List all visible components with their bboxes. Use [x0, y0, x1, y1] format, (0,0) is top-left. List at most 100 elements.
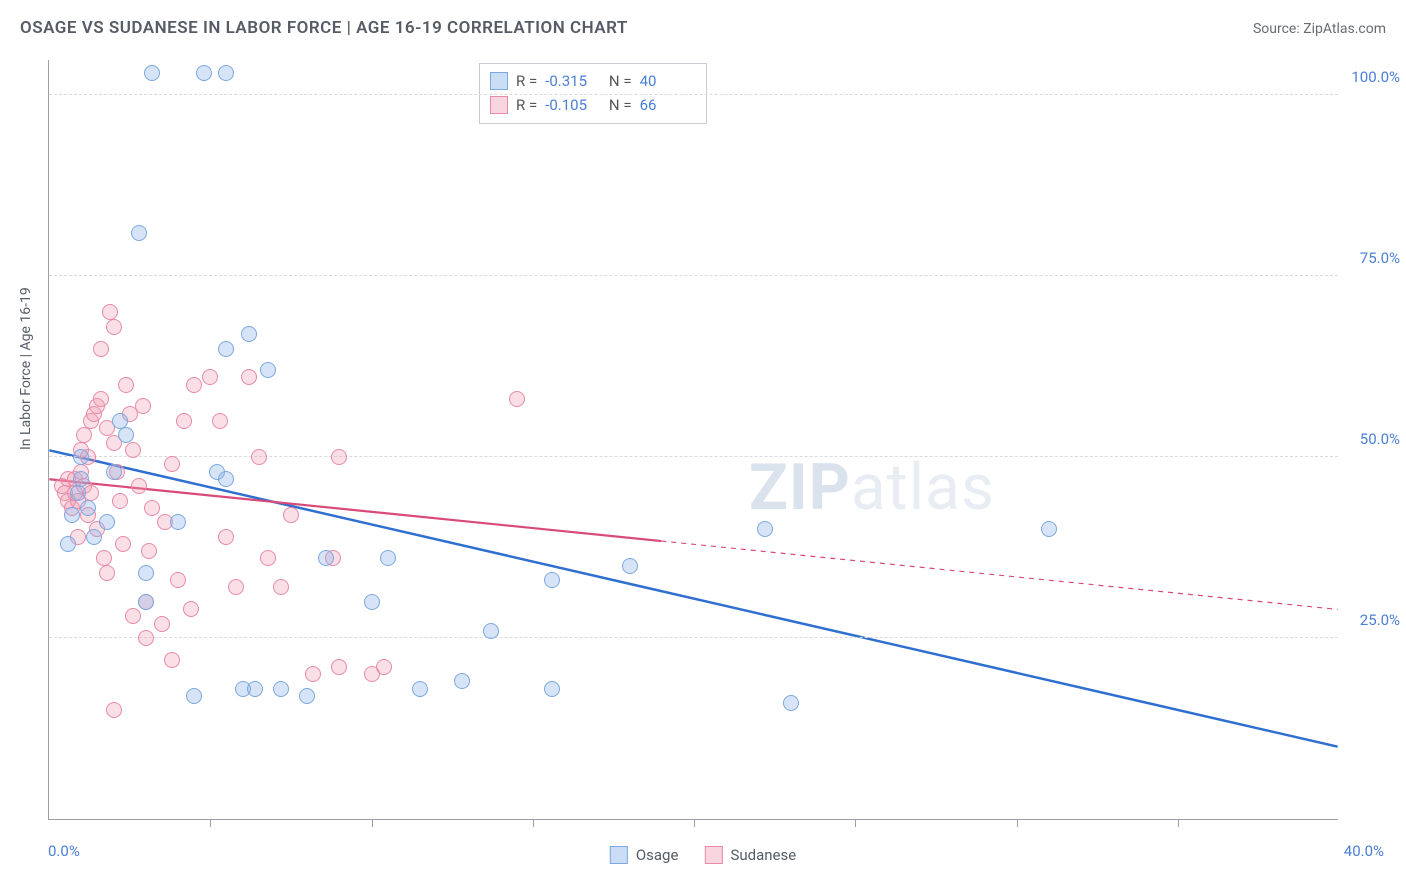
scatter-point-sudanese: [164, 652, 180, 668]
stat-n-value: 66: [640, 93, 692, 117]
x-tick: [372, 819, 373, 827]
scatter-point-sudanese: [170, 572, 186, 588]
stat-r-label: R =: [516, 93, 537, 117]
gridline-h: [49, 637, 1338, 638]
scatter-point-osage: [138, 594, 154, 610]
scatter-point-osage: [412, 681, 428, 697]
scatter-point-osage: [483, 623, 499, 639]
scatter-point-sudanese: [260, 550, 276, 566]
y-axis-label: In Labor Force | Age 16-19: [18, 287, 34, 450]
scatter-point-sudanese: [283, 507, 299, 523]
scatter-point-sudanese: [186, 377, 202, 393]
legend-swatch: [610, 846, 628, 864]
gridline-h: [49, 94, 1338, 95]
chart-title: OSAGE VS SUDANESE IN LABOR FORCE | AGE 1…: [20, 18, 628, 38]
scatter-point-osage: [64, 507, 80, 523]
scatter-point-sudanese: [331, 659, 347, 675]
scatter-point-osage: [70, 485, 86, 501]
x-tick: [533, 819, 534, 827]
scatter-point-osage: [218, 471, 234, 487]
scatter-point-osage: [170, 514, 186, 530]
stat-r-label: R =: [516, 69, 537, 93]
scatter-point-sudanese: [273, 579, 289, 595]
scatter-point-sudanese: [99, 565, 115, 581]
bottom-legend: OsageSudanese: [610, 846, 796, 864]
scatter-point-sudanese: [144, 500, 160, 516]
scatter-point-osage: [86, 529, 102, 545]
scatter-point-sudanese: [112, 493, 128, 509]
scatter-point-sudanese: [376, 659, 392, 675]
scatter-point-osage: [196, 65, 212, 81]
scatter-point-sudanese: [241, 369, 257, 385]
scatter-point-osage: [138, 565, 154, 581]
source-label: Source: ZipAtlas.com: [1253, 21, 1386, 37]
x-tick: [855, 819, 856, 827]
scatter-point-sudanese: [305, 666, 321, 682]
scatter-point-sudanese: [93, 391, 109, 407]
scatter-point-sudanese: [218, 529, 234, 545]
scatter-point-sudanese: [164, 456, 180, 472]
scatter-point-osage: [380, 550, 396, 566]
scatter-point-sudanese: [118, 377, 134, 393]
scatter-point-sudanese: [141, 543, 157, 559]
x-tick: [1017, 819, 1018, 827]
scatter-point-sudanese: [125, 442, 141, 458]
scatter-point-sudanese: [202, 369, 218, 385]
legend-swatch: [490, 72, 508, 90]
stat-n-label: N =: [605, 93, 631, 117]
scatter-point-osage: [544, 681, 560, 697]
y-tick-label: 75.0%: [1360, 249, 1400, 267]
scatter-point-sudanese: [106, 319, 122, 335]
scatter-point-osage: [218, 341, 234, 357]
scatter-point-osage: [99, 514, 115, 530]
y-tick-label: 100.0%: [1351, 68, 1400, 86]
scatter-point-osage: [757, 521, 773, 537]
scatter-point-osage: [273, 681, 289, 697]
x-axis-max-label: 40.0%: [1344, 842, 1384, 860]
legend-swatch: [490, 96, 508, 114]
plot-area: ZIPatlas R = -0.315 N = 40R = -0.105 N =…: [48, 60, 1338, 820]
scatter-point-osage: [622, 558, 638, 574]
scatter-point-osage: [73, 449, 89, 465]
scatter-point-osage: [73, 471, 89, 487]
scatter-point-sudanese: [138, 630, 154, 646]
legend-item: Sudanese: [704, 846, 796, 864]
stat-n-value: 40: [640, 69, 692, 93]
scatter-point-osage: [241, 326, 257, 342]
trendline-dashed-sudanese: [661, 541, 1337, 609]
scatter-point-osage: [1041, 521, 1057, 537]
x-tick: [694, 819, 695, 827]
scatter-point-sudanese: [135, 398, 151, 414]
scatter-point-sudanese: [251, 449, 267, 465]
scatter-point-sudanese: [125, 608, 141, 624]
scatter-point-osage: [247, 681, 263, 697]
scatter-point-sudanese: [115, 536, 131, 552]
legend-swatch: [704, 846, 722, 864]
scatter-point-osage: [80, 500, 96, 516]
x-tick: [1178, 819, 1179, 827]
scatter-point-osage: [318, 550, 334, 566]
scatter-point-sudanese: [102, 304, 118, 320]
scatter-point-sudanese: [96, 550, 112, 566]
scatter-point-osage: [131, 225, 147, 241]
scatter-point-sudanese: [131, 478, 147, 494]
scatter-point-sudanese: [93, 341, 109, 357]
y-tick-label: 25.0%: [1360, 611, 1400, 629]
scatter-point-osage: [454, 673, 470, 689]
stat-r-value: -0.105: [545, 93, 597, 117]
scatter-point-sudanese: [154, 616, 170, 632]
scatter-point-osage: [60, 536, 76, 552]
scatter-point-sudanese: [106, 702, 122, 718]
scatter-point-osage: [364, 594, 380, 610]
x-tick: [210, 819, 211, 827]
scatter-point-sudanese: [212, 413, 228, 429]
stats-row: R = -0.105 N = 66: [490, 93, 692, 117]
scatter-point-osage: [783, 695, 799, 711]
gridline-h: [49, 275, 1338, 276]
scatter-point-sudanese: [183, 601, 199, 617]
scatter-point-sudanese: [228, 579, 244, 595]
stat-n-label: N =: [605, 69, 631, 93]
gridline-h: [49, 456, 1338, 457]
scatter-point-osage: [544, 572, 560, 588]
scatter-point-osage: [260, 362, 276, 378]
